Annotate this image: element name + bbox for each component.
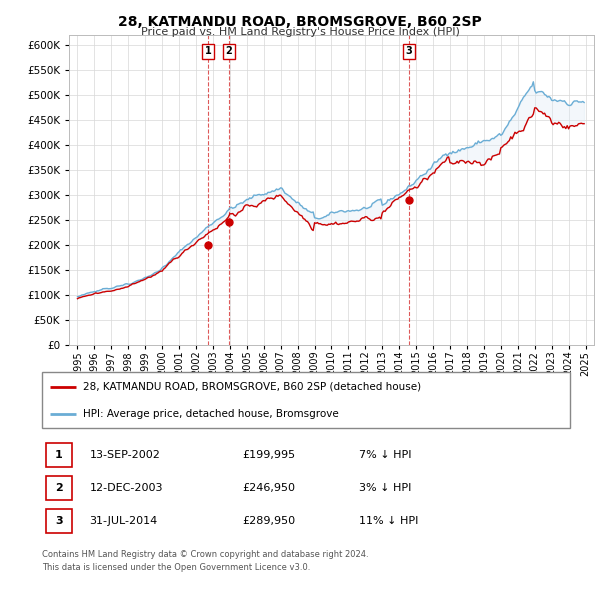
Text: 12-DEC-2003: 12-DEC-2003 [89,483,163,493]
Text: 1: 1 [205,46,211,56]
FancyBboxPatch shape [46,443,71,467]
Text: 2: 2 [226,46,232,56]
Text: £246,950: £246,950 [242,483,296,493]
Text: 3% ↓ HPI: 3% ↓ HPI [359,483,411,493]
FancyBboxPatch shape [46,509,71,533]
Text: £199,995: £199,995 [242,450,296,460]
Text: 3: 3 [406,46,412,56]
Text: Contains HM Land Registry data © Crown copyright and database right 2024.: Contains HM Land Registry data © Crown c… [42,550,368,559]
Text: HPI: Average price, detached house, Bromsgrove: HPI: Average price, detached house, Brom… [83,409,339,419]
Text: £289,950: £289,950 [242,516,296,526]
Text: 31-JUL-2014: 31-JUL-2014 [89,516,158,526]
Text: 7% ↓ HPI: 7% ↓ HPI [359,450,412,460]
FancyBboxPatch shape [42,372,570,428]
Text: 3: 3 [55,516,63,526]
Text: 11% ↓ HPI: 11% ↓ HPI [359,516,418,526]
Text: Price paid vs. HM Land Registry's House Price Index (HPI): Price paid vs. HM Land Registry's House … [140,27,460,37]
Text: 28, KATMANDU ROAD, BROMSGROVE, B60 2SP: 28, KATMANDU ROAD, BROMSGROVE, B60 2SP [118,15,482,29]
FancyBboxPatch shape [46,476,71,500]
Text: This data is licensed under the Open Government Licence v3.0.: This data is licensed under the Open Gov… [42,563,310,572]
Text: 28, KATMANDU ROAD, BROMSGROVE, B60 2SP (detached house): 28, KATMANDU ROAD, BROMSGROVE, B60 2SP (… [83,382,421,392]
Text: 1: 1 [55,450,63,460]
Text: 13-SEP-2002: 13-SEP-2002 [89,450,160,460]
Text: 2: 2 [55,483,63,493]
